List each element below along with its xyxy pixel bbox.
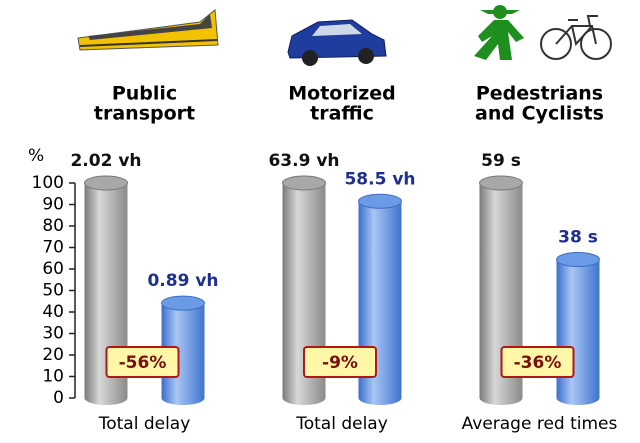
value-label: 59 s <box>481 151 521 171</box>
change-label: -9% <box>322 353 358 373</box>
group-title: Motorized <box>288 83 396 105</box>
y-tick-label: 40 <box>42 302 64 322</box>
group-title: and Cyclists <box>475 103 604 125</box>
value-label: 0.89 vh <box>147 271 218 291</box>
group-title: Public <box>112 83 177 105</box>
group-title: Pedestrians <box>476 83 603 105</box>
change-label: -36% <box>514 353 562 373</box>
value-label: 38 s <box>558 228 598 248</box>
cylinder-top <box>282 175 326 191</box>
cylinder-base <box>479 391 523 405</box>
change-badge <box>105 346 180 378</box>
change-badge <box>500 346 575 378</box>
cylinder <box>358 193 402 405</box>
cylinder-top <box>161 295 205 311</box>
x-tick-label: Total delay <box>98 414 191 434</box>
value-label: 63.9 vh <box>268 151 339 171</box>
pedestrian-icon <box>474 5 612 60</box>
y-tick-label: 10 <box>42 367 64 387</box>
value-label: 58.5 vh <box>344 169 415 189</box>
y-axis-label: % <box>28 146 44 166</box>
x-tick-label: Total delay <box>295 414 388 434</box>
value-label: 2.02 vh <box>70 151 141 171</box>
cylinder-base <box>161 391 205 405</box>
cylinder <box>556 252 600 405</box>
cylinder-top <box>556 252 600 268</box>
y-tick-label: 60 <box>42 259 64 279</box>
cylinder-top <box>479 175 523 191</box>
change-label: -56% <box>119 353 167 373</box>
y-tick-label: 70 <box>42 238 64 258</box>
group-title: traffic <box>310 103 374 125</box>
cylinder-base <box>358 391 402 405</box>
cylinder-top <box>358 193 402 209</box>
cylinder-base <box>84 391 128 405</box>
y-tick-label: 30 <box>42 324 64 344</box>
cylinder-top <box>84 175 128 191</box>
cylinder-base <box>282 391 326 405</box>
change-badge <box>303 346 377 378</box>
car-icon <box>287 19 387 66</box>
y-tick-label: 20 <box>42 345 64 365</box>
y-tick-label: 0 <box>53 388 64 408</box>
x-tick-label: Average red times <box>462 414 618 434</box>
y-tick-label: 90 <box>42 195 64 215</box>
group-title: transport <box>94 103 195 125</box>
cylinder-base <box>556 391 600 405</box>
tram-icon <box>77 9 219 51</box>
y-tick-label: 100 <box>32 173 64 193</box>
y-tick-label: 50 <box>42 281 64 301</box>
y-tick-label: 80 <box>42 216 64 236</box>
